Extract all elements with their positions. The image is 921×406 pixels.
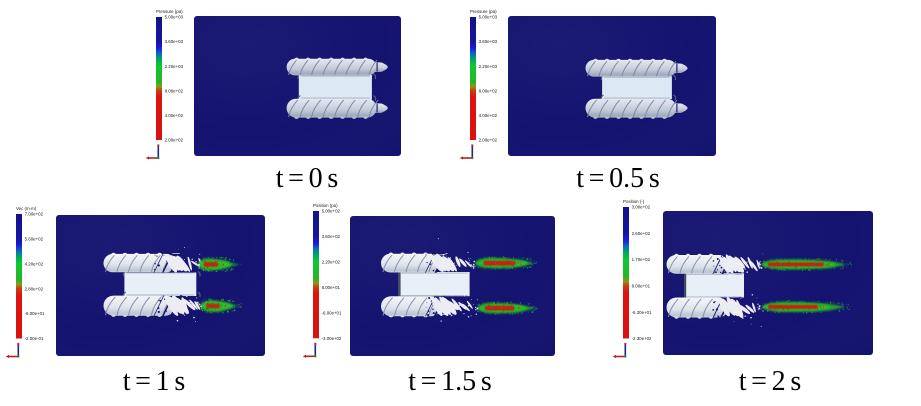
svg-text:-6.00e+01: -6.00e+01 [322,310,341,315]
svg-text:2.00e+02: 2.00e+02 [479,138,498,143]
svg-text:4.00e+02: 4.00e+02 [479,113,498,118]
svg-text:2.60e+02: 2.60e+02 [631,230,650,235]
svg-text:5.60e+02: 5.60e+02 [25,236,44,241]
svg-text:8.00e+01: 8.00e+01 [631,283,650,288]
svg-text:2.20e+03: 2.20e+03 [479,64,498,69]
svg-text:7.00e+02: 7.00e+02 [25,211,44,216]
svg-text:8.00e+02: 8.00e+02 [165,88,184,93]
svg-text:Pressure (pa): Pressure (pa) [470,9,497,14]
svg-text:2.80e+02: 2.80e+02 [25,286,44,291]
svg-text:2.00e+02: 2.00e+02 [165,138,184,143]
svg-text:2.20e+02: 2.20e+02 [322,259,341,264]
svg-text:8.00e+02: 8.00e+02 [479,88,498,93]
svg-text:2.20e+03: 2.20e+03 [165,64,184,69]
svg-text:-2.30e+02: -2.30e+02 [631,336,650,341]
svg-text:-3.00e+02: -3.00e+02 [322,335,341,340]
svg-text:Position (pa): Position (pa) [313,202,338,207]
svg-text:-5.30e+01: -5.30e+01 [631,309,650,314]
svg-text:5.00e+03: 5.00e+03 [479,15,498,20]
svg-text:4.00e+02: 4.00e+02 [165,113,184,118]
svg-text:5.00e+03: 5.00e+03 [165,15,184,20]
svg-text:Vec (m·m): Vec (m·m) [16,205,37,210]
svg-text:Position (-): Position (-) [623,198,645,203]
svg-text:4.20e+02: 4.20e+02 [25,261,44,266]
svg-text:-6.00e+01: -6.00e+01 [25,311,44,316]
svg-text:8.00e+01: 8.00e+01 [322,285,341,290]
svg-text:3.60e+03: 3.60e+03 [479,39,498,44]
svg-text:3.00e+02: 3.00e+02 [631,204,650,209]
svg-text:3.60e+02: 3.60e+02 [322,234,341,239]
svg-text:-2.00e-01: -2.00e-01 [25,336,44,341]
svg-text:Pressure (pa): Pressure (pa) [156,9,183,14]
svg-text:1.70e+02: 1.70e+02 [631,257,650,262]
svg-text:5.00e+02: 5.00e+02 [322,208,341,213]
svg-text:3.60e+03: 3.60e+03 [165,39,184,44]
